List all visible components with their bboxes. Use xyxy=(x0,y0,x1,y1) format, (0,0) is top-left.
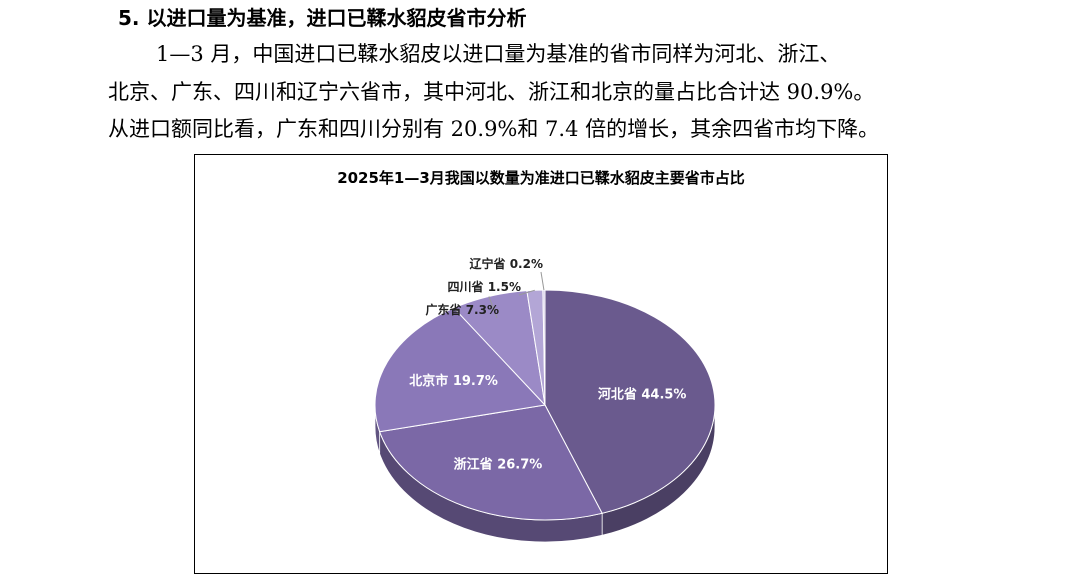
leader-line xyxy=(540,271,545,291)
pie-slice-label: 河北省 44.5% xyxy=(598,387,687,403)
pie-slice xyxy=(544,289,716,514)
paragraph-line-2: 北京、广东、四川和辽宁六省市，其中河北、浙江和北京的量占比合计达 90.9%。 xyxy=(108,80,875,104)
pie-chart-frame: 2025年1—3月我国以数量为准进口已鞣水貂皮主要省市占比 河北省 44.5% 浙… xyxy=(194,154,888,574)
pie-slice-outside-label: 四川省 1.5% xyxy=(448,279,521,294)
paragraph-line-3: 从进口额同比看，广东和四川分别有 20.9%和 7.4 倍的增长，其余四省市均下… xyxy=(108,117,880,141)
pie-chart: 河北省 44.5% 浙江省 26.7% 北京市 19.7% 广东省 7.3% 四川省 1… xyxy=(374,256,716,543)
leader-line xyxy=(488,296,498,319)
leader-line xyxy=(518,289,535,296)
pie-slice xyxy=(378,404,603,521)
pie-slice-outside-label: 广东省 7.3% xyxy=(426,302,499,317)
pie-slice-outside-label: 辽宁省 0.2% xyxy=(470,256,543,271)
section-heading: 5. 以进口量为基准，进口已鞣水貂皮省市分析 xyxy=(118,6,527,30)
pie-slice xyxy=(374,307,547,433)
pie-slice-label: 北京市 19.7% xyxy=(409,373,498,389)
paragraph-line-1: 1—3 月，中国进口已鞣水貂皮以进口量为基准的省市同样为河北、浙江、 xyxy=(156,42,841,66)
chart-title: 2025年1—3月我国以数量为准进口已鞣水貂皮主要省市占比 xyxy=(337,169,745,187)
pie-slice-label: 浙江省 26.7% xyxy=(454,457,543,473)
